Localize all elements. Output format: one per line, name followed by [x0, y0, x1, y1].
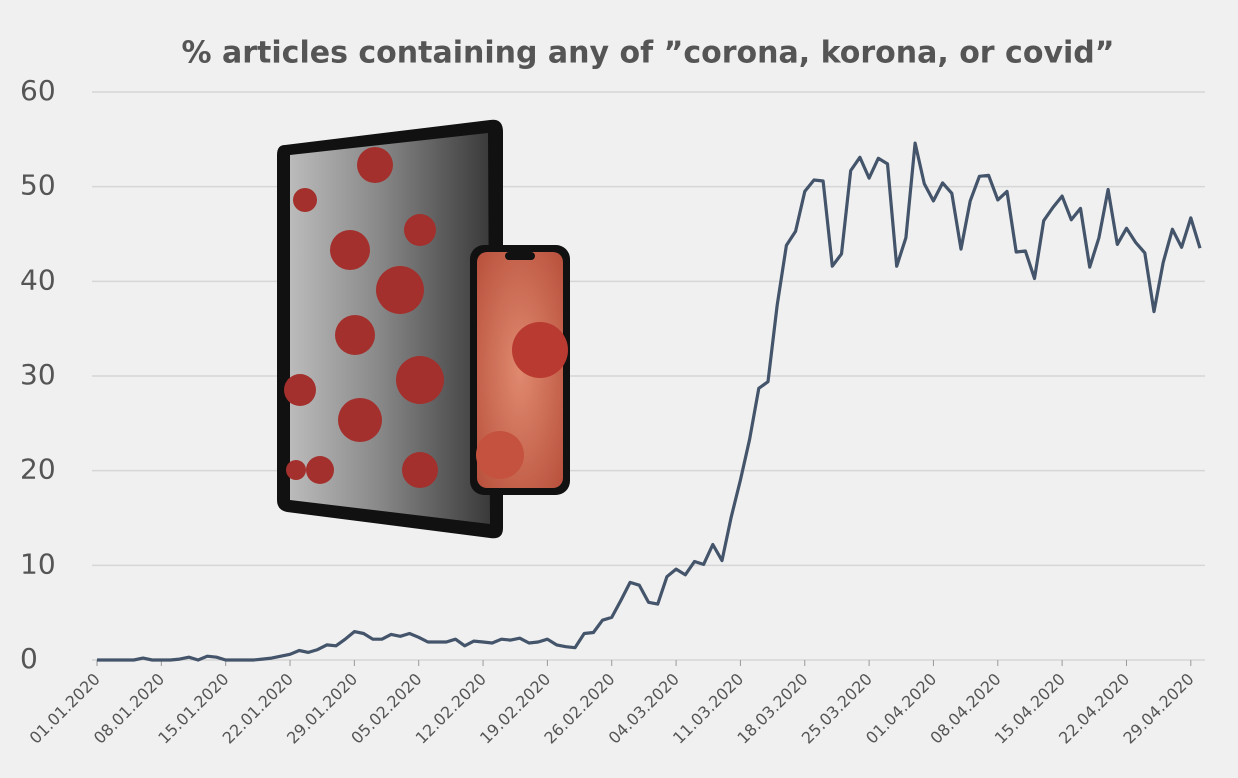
- y-tick-label: 0: [20, 642, 38, 675]
- y-tick-label: 30: [20, 358, 56, 391]
- phone-screen: [477, 252, 563, 488]
- virus-spikes: [284, 147, 444, 488]
- phone-virus: [512, 322, 568, 378]
- y-tick-label: 50: [20, 169, 56, 202]
- chart-title: % articles containing any of ”corona, ko…: [182, 36, 1115, 71]
- y-tick-label: 20: [20, 453, 56, 486]
- phone-virus: [476, 431, 524, 479]
- line: [97, 141, 1202, 662]
- y-tick-label: 40: [20, 263, 56, 296]
- y-tick-label: 10: [20, 547, 56, 580]
- y-tick-label: 60: [20, 74, 56, 107]
- phone-notch: [505, 252, 535, 260]
- illustration: [277, 119, 570, 539]
